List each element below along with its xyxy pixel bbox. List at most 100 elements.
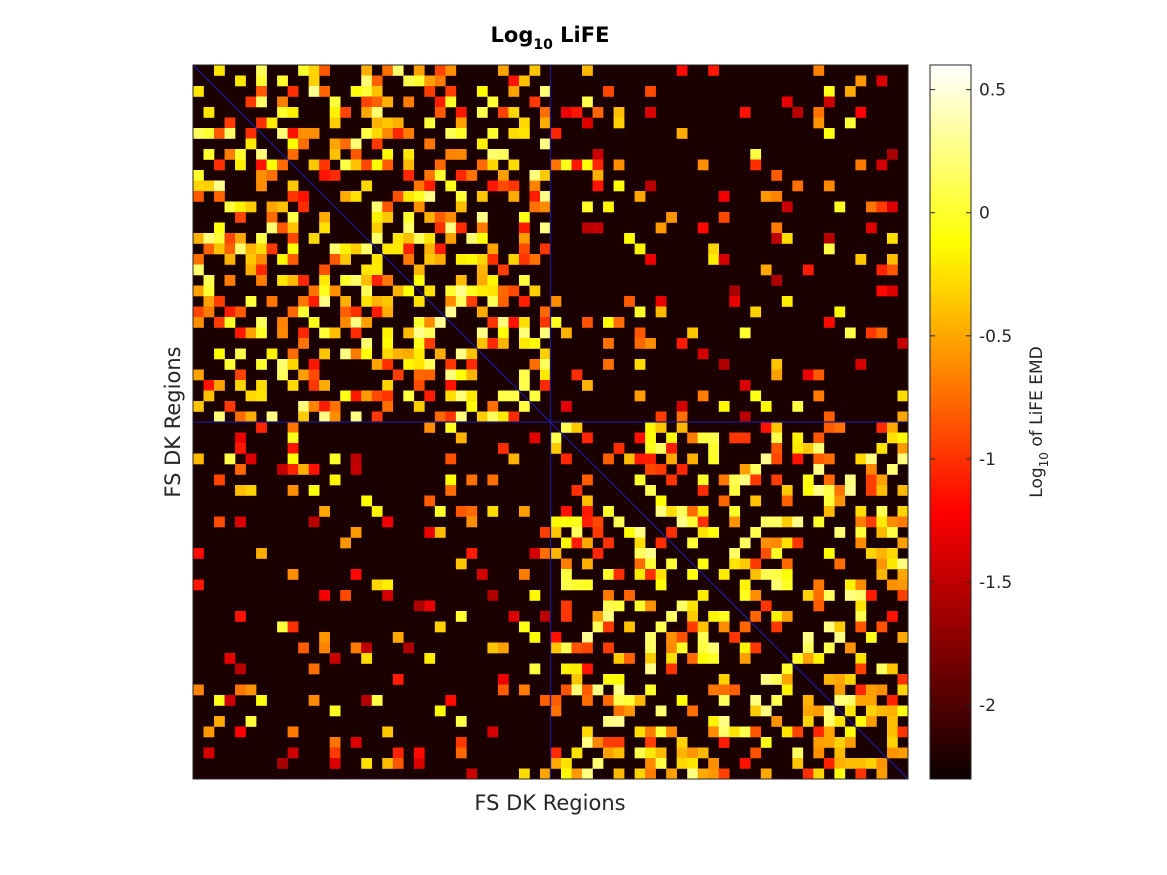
heatmap-cell	[382, 149, 394, 160]
heatmap-cell	[424, 180, 436, 192]
heatmap-cell	[193, 170, 204, 181]
heatmap-cell	[445, 128, 457, 139]
heatmap-cell	[676, 600, 688, 612]
heatmap-cell	[697, 432, 709, 444]
heatmap-cell	[308, 369, 320, 381]
heatmap-cell	[319, 212, 330, 223]
heatmap-cell	[676, 758, 688, 769]
heatmap-cell	[245, 96, 257, 108]
heatmap-cell	[434, 65, 446, 76]
heatmap-cell	[834, 684, 846, 696]
heatmap-cell	[382, 306, 394, 318]
heatmap-cell	[539, 191, 551, 202]
heatmap-cell	[697, 747, 709, 759]
heatmap-cell	[403, 128, 415, 139]
heatmap-cell	[277, 75, 288, 87]
colorbar-frame	[929, 64, 972, 780]
heatmap-cell	[876, 201, 888, 213]
heatmap-cell	[844, 474, 856, 486]
heatmap-cell	[371, 96, 383, 108]
heatmap-cell	[645, 86, 656, 97]
heatmap-cell	[340, 348, 352, 360]
heatmap-cell	[371, 212, 383, 223]
heatmap-cell	[298, 128, 309, 139]
heatmap-cell	[392, 233, 404, 244]
heatmap-cell	[729, 684, 741, 696]
heatmap-cell	[235, 212, 246, 223]
heatmap-cell	[256, 233, 267, 244]
heatmap-cell	[518, 317, 530, 328]
heatmap-cell	[802, 443, 814, 454]
heatmap-cell	[708, 432, 720, 444]
heatmap-cell	[445, 390, 457, 402]
heatmap-cell	[760, 548, 772, 559]
heatmap-cell	[802, 705, 814, 717]
heatmap-cell	[256, 86, 267, 97]
heatmap-cell	[687, 621, 698, 633]
heatmap-cell	[403, 254, 415, 265]
heatmap-cell	[424, 527, 436, 538]
heatmap-cell	[687, 569, 698, 580]
heatmap-cell	[256, 359, 267, 370]
heatmap-cell	[487, 726, 499, 738]
heatmap-cell	[245, 411, 257, 423]
heatmap-cell	[340, 138, 352, 150]
heatmap-cell	[771, 695, 783, 706]
heatmap-cell	[582, 558, 593, 570]
heatmap-cell	[382, 726, 394, 738]
heatmap-cell	[224, 233, 236, 244]
heatmap-cell	[708, 716, 720, 727]
heatmap-cell	[550, 443, 562, 454]
heatmap-cell	[361, 86, 373, 97]
heatmap-cell	[382, 380, 394, 391]
heatmap-cell	[687, 453, 698, 465]
heatmap-cell	[445, 180, 457, 192]
heatmap-cell	[823, 642, 835, 654]
heatmap-cell	[886, 558, 898, 570]
heatmap-cell	[582, 159, 593, 171]
heatmap-cell	[298, 327, 309, 339]
heatmap-cell	[571, 537, 583, 549]
heatmap-cell	[235, 663, 246, 675]
heatmap-cell	[613, 317, 625, 328]
heatmap-cell	[834, 306, 846, 318]
heatmap-cell	[371, 254, 383, 265]
heatmap-cell	[834, 674, 846, 685]
heatmap-cell	[687, 653, 698, 664]
heatmap-cell	[834, 632, 846, 643]
heatmap-cell	[739, 327, 751, 339]
heatmap-cell	[855, 600, 867, 612]
heatmap-cell	[739, 380, 751, 391]
heatmap-cell	[266, 296, 278, 307]
heatmap-cell	[434, 243, 446, 255]
heatmap-cell	[308, 695, 320, 706]
heatmap-cell	[382, 117, 394, 129]
heatmap-cell	[813, 737, 825, 748]
heatmap-cell	[329, 149, 341, 160]
heatmap-cell	[687, 758, 698, 769]
heatmap-cell	[802, 695, 814, 706]
heatmap-cell	[708, 684, 720, 696]
heatmap-cell	[592, 107, 604, 118]
heatmap-cell	[287, 443, 299, 454]
heatmap-cell	[466, 390, 478, 402]
heatmap-cell	[539, 348, 551, 360]
heatmap-cell	[518, 380, 530, 391]
heatmap-cell	[771, 170, 783, 181]
heatmap-cell	[561, 506, 572, 517]
heatmap-cell	[813, 600, 825, 612]
heatmap-cell	[582, 474, 593, 486]
heatmap-cell	[455, 170, 467, 181]
heatmap-cell	[729, 485, 741, 496]
heatmap-cell	[561, 569, 572, 580]
heatmap-cell	[781, 684, 793, 696]
heatmap-cell	[645, 737, 656, 748]
heatmap-cell	[434, 212, 446, 223]
heatmap-cell	[613, 569, 625, 580]
heatmap-cell	[235, 464, 246, 475]
heatmap-cell	[298, 401, 309, 412]
heatmap-cell	[844, 590, 856, 601]
heatmap-cell	[592, 621, 604, 633]
heatmap-cell	[319, 65, 330, 76]
heatmap-cell	[403, 233, 415, 244]
